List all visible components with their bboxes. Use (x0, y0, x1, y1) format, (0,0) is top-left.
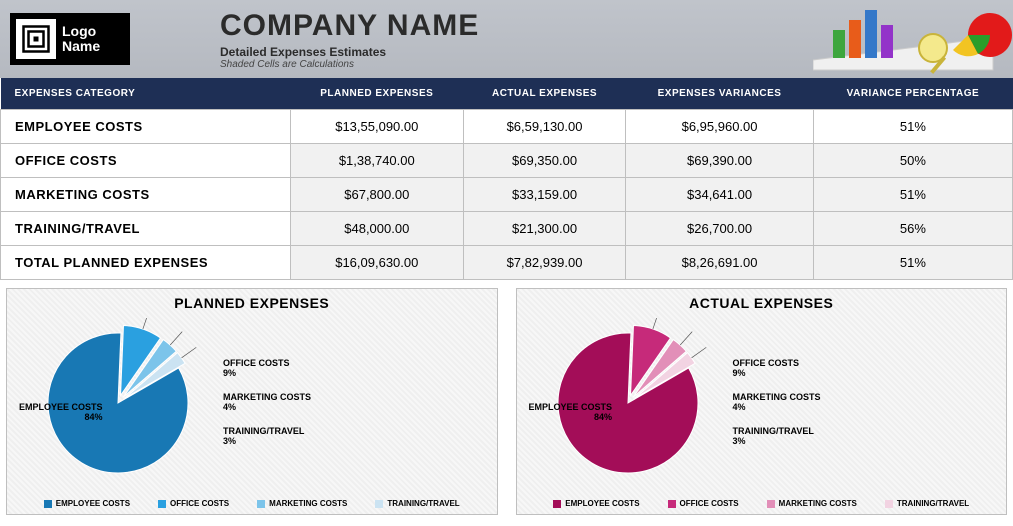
cell-cat: OFFICE COSTS (1, 144, 291, 178)
expenses-table: EXPENSES CATEGORY PLANNED EXPENSES ACTUA… (0, 78, 1013, 280)
cell-planned: $67,800.00 (290, 178, 463, 212)
cell-actual: $69,350.00 (463, 144, 625, 178)
table-body: EMPLOYEE COSTS$13,55,090.00$6,59,130.00$… (1, 110, 1013, 280)
col-variance: EXPENSES VARIANCES (626, 78, 814, 110)
col-category: EXPENSES CATEGORY (1, 78, 291, 110)
actual-chart-card: ACTUAL EXPENSES EMPLOYEE COSTS 84% OFFIC… (516, 288, 1008, 515)
legend-item: EMPLOYEE COSTS (44, 499, 130, 508)
cell-planned: $16,09,630.00 (290, 246, 463, 280)
actual-biglabel: EMPLOYEE COSTS 84% (529, 403, 613, 423)
planned-biglabel: EMPLOYEE COSTS 84% (19, 403, 103, 423)
subtitle: Detailed Expenses Estimates (220, 45, 479, 59)
cell-actual: $7,82,939.00 (463, 246, 625, 280)
cell-actual: $21,300.00 (463, 212, 625, 246)
logo: Logo Name (10, 13, 130, 65)
col-pct: VARIANCE PERCENTAGE (813, 78, 1012, 110)
cell-pct: 50% (813, 144, 1012, 178)
cell-cat: TOTAL PLANNED EXPENSES (1, 246, 291, 280)
table-row: EMPLOYEE COSTS$13,55,090.00$6,59,130.00$… (1, 110, 1013, 144)
cell-planned: $1,38,740.00 (290, 144, 463, 178)
legend-item: OFFICE COSTS (668, 499, 739, 508)
cell-planned: $48,000.00 (290, 212, 463, 246)
cell-actual: $33,159.00 (463, 178, 625, 212)
legend-item: TRAINING/TRAVEL (885, 499, 969, 508)
logo-text-1: Logo (62, 24, 100, 39)
actual-chart-title: ACTUAL EXPENSES (523, 295, 1001, 311)
cell-pct: 51% (813, 246, 1012, 280)
cell-planned: $13,55,090.00 (290, 110, 463, 144)
planned-labels: OFFICE COSTS9% MARKETING COSTS4% TRAININ… (223, 345, 491, 460)
legend-item: MARKETING COSTS (767, 499, 857, 508)
header-art-icon (813, 0, 1013, 78)
actual-legend: EMPLOYEE COSTS OFFICE COSTS MARKETING COST… (523, 493, 1001, 510)
cell-pct: 56% (813, 212, 1012, 246)
legend-item: TRAINING/TRAVEL (375, 499, 459, 508)
cell-variance: $8,26,691.00 (626, 246, 814, 280)
legend-item: EMPLOYEE COSTS (553, 499, 639, 508)
legend-item: OFFICE COSTS (158, 499, 229, 508)
actual-labels: OFFICE COSTS9% MARKETING COSTS4% TRAININ… (733, 345, 1001, 460)
table-row: TRAINING/TRAVEL$48,000.00$21,300.00$26,7… (1, 212, 1013, 246)
col-planned: PLANNED EXPENSES (290, 78, 463, 110)
logo-icon (16, 19, 56, 59)
cell-variance: $69,390.00 (626, 144, 814, 178)
cell-variance: $6,95,960.00 (626, 110, 814, 144)
col-actual: ACTUAL EXPENSES (463, 78, 625, 110)
cell-pct: 51% (813, 110, 1012, 144)
cell-cat: TRAINING/TRAVEL (1, 212, 291, 246)
header: Logo Name COMPANY NAME Detailed Expenses… (0, 0, 1013, 78)
company-name: COMPANY NAME (220, 9, 479, 43)
planned-chart-title: PLANNED EXPENSES (13, 295, 491, 311)
table-row: OFFICE COSTS$1,38,740.00$69,350.00$69,39… (1, 144, 1013, 178)
subnote: Shaded Cells are Calculations (220, 59, 479, 70)
table-row: TOTAL PLANNED EXPENSES$16,09,630.00$7,82… (1, 246, 1013, 280)
table-row: MARKETING COSTS$67,800.00$33,159.00$34,6… (1, 178, 1013, 212)
planned-legend: EMPLOYEE COSTS OFFICE COSTS MARKETING COST… (13, 493, 491, 510)
cell-cat: MARKETING COSTS (1, 178, 291, 212)
cell-pct: 51% (813, 178, 1012, 212)
legend-item: MARKETING COSTS (257, 499, 347, 508)
cell-variance: $34,641.00 (626, 178, 814, 212)
logo-text-2: Name (62, 39, 100, 54)
charts-row: PLANNED EXPENSES EMPLOYEE COSTS 84% OFFI… (0, 280, 1013, 523)
cell-cat: EMPLOYEE COSTS (1, 110, 291, 144)
planned-chart-card: PLANNED EXPENSES EMPLOYEE COSTS 84% OFFI… (6, 288, 498, 515)
cell-variance: $26,700.00 (626, 212, 814, 246)
cell-actual: $6,59,130.00 (463, 110, 625, 144)
company-block: COMPANY NAME Detailed Expenses Estimates… (220, 9, 479, 70)
